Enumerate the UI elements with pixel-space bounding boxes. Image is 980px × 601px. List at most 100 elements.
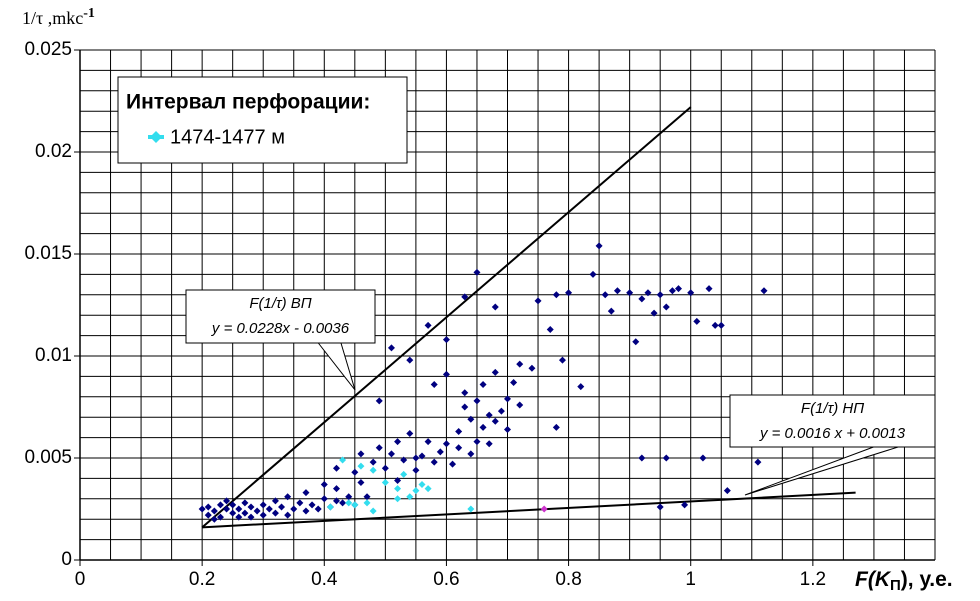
point bbox=[467, 505, 475, 513]
trend-line bbox=[202, 491, 856, 529]
point bbox=[265, 505, 273, 513]
point bbox=[216, 501, 224, 509]
point bbox=[504, 395, 511, 403]
point bbox=[412, 454, 420, 462]
point bbox=[516, 401, 524, 409]
callout bbox=[317, 342, 356, 391]
point bbox=[607, 307, 615, 315]
point bbox=[418, 481, 426, 489]
point bbox=[668, 287, 676, 295]
legend-label: 1474-1477 м bbox=[170, 126, 285, 148]
point bbox=[394, 476, 402, 484]
point bbox=[516, 360, 524, 368]
point bbox=[461, 389, 469, 397]
point bbox=[241, 499, 249, 507]
point bbox=[345, 493, 353, 501]
point bbox=[210, 507, 218, 515]
point bbox=[491, 417, 499, 425]
point bbox=[467, 450, 475, 458]
legend-title: Интервал перфорации: bbox=[126, 91, 370, 114]
point bbox=[406, 356, 414, 364]
point bbox=[485, 440, 493, 448]
point bbox=[302, 489, 310, 497]
point bbox=[235, 505, 243, 513]
point bbox=[436, 448, 444, 456]
y-label-sup: -1 bbox=[83, 6, 95, 21]
point bbox=[442, 370, 450, 378]
point bbox=[461, 403, 469, 411]
point bbox=[510, 379, 518, 387]
point bbox=[223, 497, 231, 505]
point bbox=[314, 505, 322, 513]
point bbox=[430, 458, 438, 466]
point bbox=[375, 444, 383, 452]
point bbox=[632, 338, 640, 346]
y-tick-label: 0 bbox=[61, 549, 72, 570]
legend-marker-bar bbox=[148, 135, 164, 139]
point bbox=[455, 427, 463, 435]
point bbox=[552, 423, 560, 431]
x-tick-label: 0 bbox=[75, 569, 86, 590]
point bbox=[473, 268, 481, 276]
point bbox=[326, 503, 334, 511]
point bbox=[473, 438, 481, 446]
point bbox=[216, 513, 224, 521]
point bbox=[345, 499, 353, 507]
point bbox=[540, 505, 548, 513]
point bbox=[461, 293, 469, 301]
point bbox=[491, 368, 499, 376]
point bbox=[375, 397, 383, 405]
point bbox=[534, 297, 542, 305]
point bbox=[241, 509, 249, 517]
point bbox=[650, 309, 658, 317]
y-tick-label: 0.015 bbox=[24, 243, 72, 264]
y-tick-label: 0.005 bbox=[24, 447, 72, 468]
point bbox=[229, 509, 237, 517]
point bbox=[699, 454, 707, 462]
point bbox=[558, 356, 566, 364]
point bbox=[662, 454, 670, 462]
point bbox=[754, 458, 762, 466]
point bbox=[424, 485, 432, 493]
annotation-equation: y = 0.0228x - 0.0036 bbox=[211, 320, 350, 337]
point bbox=[253, 507, 261, 515]
point bbox=[491, 303, 499, 311]
point bbox=[412, 487, 420, 495]
point bbox=[339, 456, 347, 464]
x-tick-label: 0.4 bbox=[311, 569, 338, 590]
point bbox=[717, 321, 725, 329]
point bbox=[406, 430, 414, 438]
point bbox=[693, 317, 701, 325]
point bbox=[394, 485, 402, 493]
x-tick-label: 0.8 bbox=[555, 569, 581, 590]
point bbox=[589, 270, 597, 278]
point bbox=[473, 397, 481, 405]
point bbox=[357, 478, 365, 486]
point bbox=[387, 450, 395, 458]
point bbox=[394, 438, 402, 446]
point bbox=[442, 336, 450, 344]
point bbox=[528, 364, 536, 372]
point bbox=[381, 464, 389, 472]
point bbox=[656, 503, 664, 511]
x-tick-label: 1 bbox=[685, 569, 696, 590]
point bbox=[333, 464, 340, 472]
point bbox=[394, 495, 402, 503]
point bbox=[400, 456, 408, 464]
point bbox=[247, 513, 255, 521]
point bbox=[711, 321, 719, 329]
point bbox=[601, 291, 609, 299]
point bbox=[723, 487, 731, 495]
point bbox=[198, 505, 206, 513]
point bbox=[223, 505, 231, 513]
point bbox=[308, 501, 316, 509]
point bbox=[497, 407, 505, 415]
point bbox=[204, 511, 212, 519]
y-label-main: 1/τ ,mkc bbox=[22, 8, 83, 28]
point bbox=[369, 458, 377, 466]
point bbox=[271, 497, 279, 505]
point bbox=[320, 495, 328, 503]
point bbox=[381, 478, 389, 486]
x-tick-label: 1.2 bbox=[800, 569, 826, 590]
